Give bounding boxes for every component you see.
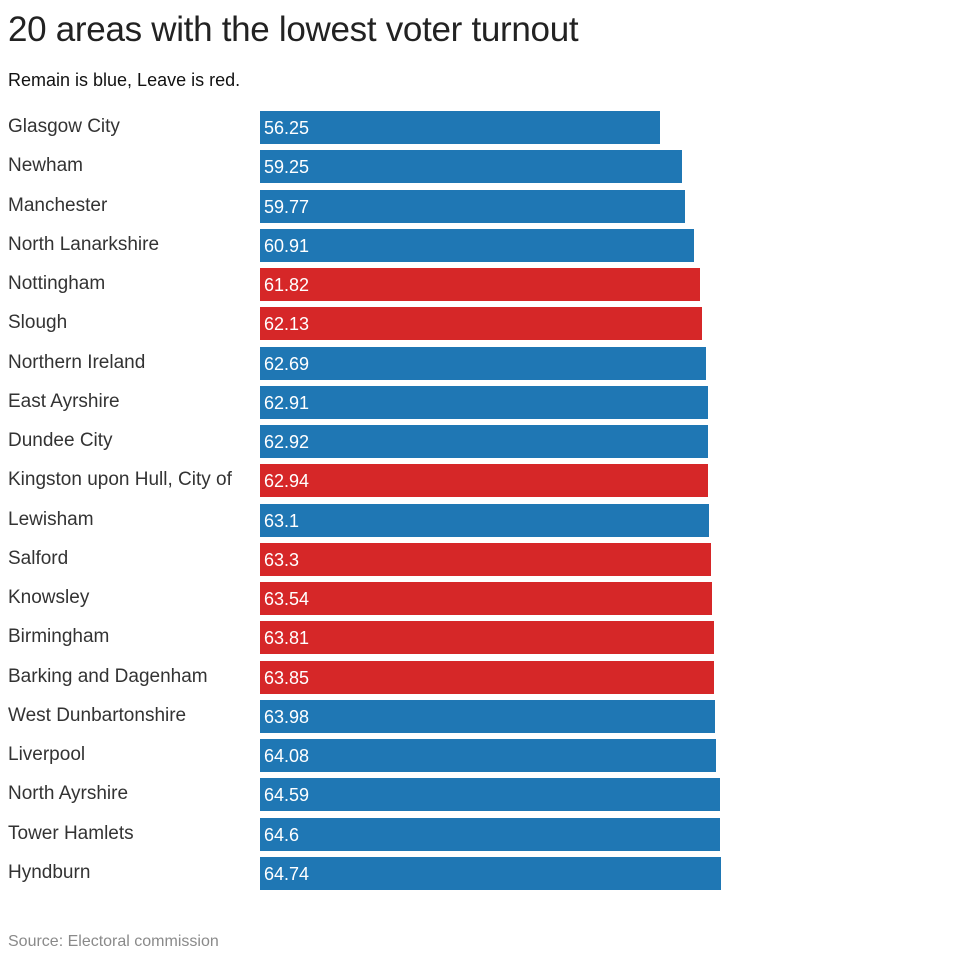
bar: 63.85 bbox=[260, 660, 715, 694]
bar-row: Birmingham 63.81 bbox=[0, 620, 980, 655]
bar: 64.6 bbox=[260, 817, 720, 851]
category-label: Kingston upon Hull, City of bbox=[8, 469, 232, 491]
bar: 63.54 bbox=[260, 582, 713, 615]
bar: 59.77 bbox=[260, 189, 686, 223]
category-label: Glasgow City bbox=[8, 116, 120, 137]
bar-value-label: 63.85 bbox=[264, 667, 310, 688]
category-label: Slough bbox=[8, 312, 68, 334]
bar-value-label: 59.77 bbox=[264, 196, 310, 217]
bar-value-label: 63.54 bbox=[264, 589, 310, 609]
bar-value-label: 63.1 bbox=[264, 510, 300, 531]
category-label: Tower Hamlets bbox=[8, 822, 134, 844]
bar-row: Kingston upon Hull, City of 62.94 bbox=[0, 463, 980, 498]
chart-subtitle: Remain is blue, Leave is red. bbox=[8, 70, 241, 90]
bar-value-label: 60.91 bbox=[264, 235, 310, 256]
bar: 56.25 bbox=[260, 111, 661, 144]
category-label: Salford bbox=[8, 547, 69, 569]
category-label: North Ayrshire bbox=[8, 783, 129, 805]
bar: 62.91 bbox=[260, 385, 708, 419]
bar: 61.82 bbox=[260, 268, 701, 301]
bar-row: North Ayrshire 64.59 bbox=[0, 777, 980, 812]
bar-row: Lewisham 63.1 bbox=[0, 503, 980, 537]
bar: 63.98 bbox=[260, 699, 716, 733]
bar-row: West Dunbartonshire 63.98 bbox=[0, 699, 980, 733]
bar: 64.08 bbox=[260, 739, 717, 772]
source-note: Source: Electoral commission bbox=[8, 933, 219, 950]
bar-row: Slough 62.13 bbox=[0, 306, 980, 341]
bar: 62.92 bbox=[260, 425, 708, 458]
category-label: West Dunbartonshire bbox=[8, 704, 187, 726]
bar: 63.81 bbox=[260, 621, 715, 655]
category-label: Manchester bbox=[8, 194, 108, 216]
bar-row: Manchester 59.77 bbox=[0, 189, 980, 223]
bar-value-label: 61.82 bbox=[264, 275, 310, 295]
bar-row: Nottingham 61.82 bbox=[0, 267, 980, 301]
category-label: Northern Ireland bbox=[8, 351, 146, 373]
bar-row: Dundee City 62.92 bbox=[0, 424, 980, 458]
bar-value-label: 63.3 bbox=[264, 549, 300, 570]
bar-value-label: 64.6 bbox=[264, 824, 300, 845]
bar-row: Liverpool 64.08 bbox=[0, 738, 980, 772]
bar-value-label: 64.08 bbox=[264, 746, 310, 766]
bar: 62.13 bbox=[260, 307, 703, 341]
category-label: Dundee City bbox=[8, 430, 113, 451]
category-label: Barking and Dagenham bbox=[8, 665, 208, 687]
category-label: North Lanarkshire bbox=[8, 233, 160, 255]
bar-value-label: 56.25 bbox=[264, 118, 310, 138]
bar-row: North Lanarkshire 60.91 bbox=[0, 228, 980, 262]
bar-row: Hyndburn 64.74 bbox=[0, 856, 980, 890]
bar-value-label: 64.59 bbox=[264, 785, 310, 806]
category-label: Nottingham bbox=[8, 273, 106, 294]
bar: 60.91 bbox=[260, 228, 694, 262]
category-label: East Ayrshire bbox=[8, 390, 120, 412]
category-label: Newham bbox=[8, 155, 83, 177]
bar-value-label: 63.81 bbox=[264, 628, 310, 649]
bar-row: Newham 59.25 bbox=[0, 149, 980, 184]
bar: 59.25 bbox=[260, 150, 682, 184]
bar: 62.69 bbox=[260, 346, 707, 380]
bar-row: East Ayrshire 62.91 bbox=[0, 385, 980, 419]
bar: 63.3 bbox=[260, 542, 711, 576]
category-label: Hyndburn bbox=[8, 861, 91, 883]
bar-value-label: 63.98 bbox=[264, 706, 310, 727]
bar: 64.59 bbox=[260, 778, 720, 812]
bar-row: Knowsley 63.54 bbox=[0, 581, 980, 615]
chart-title: 20 areas with the lowest voter turnout bbox=[8, 10, 579, 49]
bar-row: Glasgow City 56.25 bbox=[0, 110, 980, 144]
bar: 64.74 bbox=[260, 856, 721, 890]
bar-value-label: 62.91 bbox=[264, 392, 310, 413]
category-label: Birmingham bbox=[8, 626, 110, 648]
bar-row: Salford 63.3 bbox=[0, 542, 980, 576]
bar-row: Northern Ireland 62.69 bbox=[0, 346, 980, 380]
category-label: Lewisham bbox=[8, 508, 94, 530]
bar: 62.94 bbox=[260, 464, 708, 498]
category-label: Knowsley bbox=[8, 587, 90, 608]
bar-chart: Glasgow City 56.25 Newham 59.25 Manchester 59… bbox=[0, 110, 980, 890]
bar-value-label: 64.74 bbox=[264, 863, 310, 884]
bar-row: Barking and Dagenham 63.85 bbox=[0, 660, 980, 694]
bar-row: Tower Hamlets 64.6 bbox=[0, 817, 980, 851]
bar-value-label: 62.94 bbox=[264, 471, 310, 492]
category-label: Liverpool bbox=[8, 744, 86, 765]
bar-value-label: 59.25 bbox=[264, 157, 310, 178]
bar-value-label: 62.92 bbox=[264, 432, 310, 452]
bar-value-label: 62.13 bbox=[264, 314, 310, 335]
bar-value-label: 62.69 bbox=[264, 353, 310, 374]
bar: 63.1 bbox=[260, 503, 710, 537]
